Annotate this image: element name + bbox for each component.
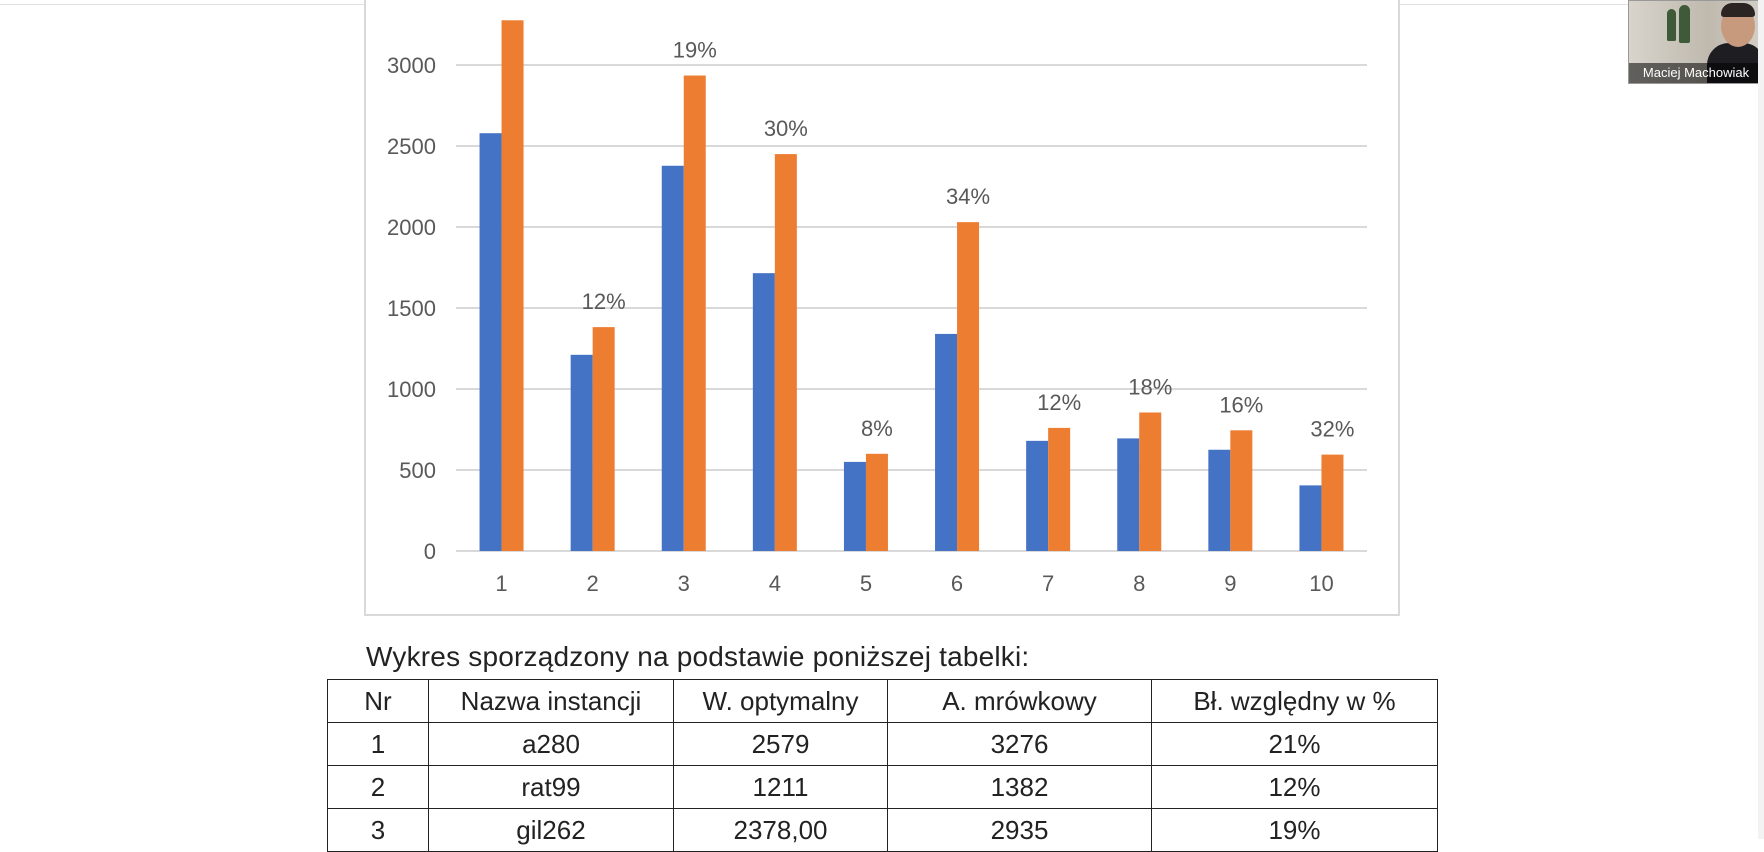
bar-series-1 [1117, 438, 1140, 551]
bar-series-1 [752, 273, 775, 551]
data-label: 30% [764, 116, 808, 141]
x-tick-label: 10 [1309, 571, 1333, 596]
x-tick-label: 2 [587, 571, 599, 596]
bar-series-1 [1299, 485, 1322, 551]
bar-series-1 [661, 165, 684, 551]
x-tick-label: 8 [1133, 571, 1145, 596]
bar-series-1 [935, 333, 958, 551]
table-row: 3 gil262 2378,00 2935 19% [327, 808, 1438, 852]
data-label: 32% [1310, 417, 1354, 442]
y-tick-label: 0 [424, 539, 436, 564]
header-optimal-value: W. optymalny [673, 679, 888, 723]
cell-ant-value: 3276 [887, 722, 1152, 766]
header-instance-name: Nazwa instancji [428, 679, 674, 723]
bar-series-2 [1230, 430, 1253, 551]
x-tick-label: 3 [678, 571, 690, 596]
cell-nr: 3 [327, 808, 429, 852]
participant-video-tile[interactable]: Maciej Machowiak [1628, 0, 1764, 84]
y-tick-label: 1500 [387, 296, 436, 321]
x-tick-label: 7 [1042, 571, 1054, 596]
y-tick-label: 500 [399, 458, 436, 483]
bottle-icon [1679, 5, 1690, 43]
participant-hair [1721, 3, 1755, 17]
y-tick-label: 2500 [387, 134, 436, 159]
cell-optimal-value: 1211 [673, 765, 888, 809]
table-row: 2 rat99 1211 1382 12% [327, 765, 1438, 809]
cell-ant-value: 1382 [887, 765, 1152, 809]
cell-relative-error: 21% [1151, 722, 1438, 766]
cell-relative-error: 19% [1151, 808, 1438, 852]
x-tick-label: 5 [860, 571, 872, 596]
data-label: 8% [861, 416, 893, 441]
y-tick-label: 2000 [387, 215, 436, 240]
data-label: 34% [946, 184, 990, 209]
bar-series-2 [1321, 454, 1344, 551]
data-label: 12% [1037, 390, 1081, 415]
bar-series-2 [1139, 412, 1162, 551]
cell-ant-value: 2935 [887, 808, 1152, 852]
cell-instance-name: gil262 [428, 808, 674, 852]
bar-series-2 [683, 75, 706, 551]
header-relative-error: Bł. względny w % [1151, 679, 1438, 723]
bar-series-1 [479, 133, 502, 551]
bar-series-2 [1048, 427, 1071, 551]
bar-series-1 [1026, 440, 1049, 551]
bar-chart: 0 500 1000 1500 2000 2500 3000 1 12% 2 19% 3 30% 4 8% 5… [387, 20, 1367, 596]
table-row: 1 a280 2579 3276 21% [327, 722, 1438, 766]
header-nr: Nr [327, 679, 429, 723]
data-label: 19% [673, 38, 717, 63]
y-tick-label: 3000 [387, 53, 436, 78]
bar-series-1 [570, 354, 593, 551]
bar-series-2 [774, 154, 797, 551]
cell-optimal-value: 2579 [673, 722, 888, 766]
bar-series-2 [592, 327, 615, 551]
cell-nr: 1 [327, 722, 429, 766]
y-tick-label: 1000 [387, 377, 436, 402]
bar-series-2 [957, 222, 980, 551]
bar-series-2 [865, 453, 888, 551]
x-tick-label: 6 [951, 571, 963, 596]
cell-relative-error: 12% [1151, 765, 1438, 809]
x-tick-label: 4 [769, 571, 781, 596]
results-table: Nr Nazwa instancji W. optymalny A. mrówk… [327, 679, 1438, 852]
bar-series-2 [501, 20, 524, 551]
chart-caption: Wykres sporządzony na podstawie poniższe… [366, 641, 1030, 672]
bar-series-1 [1208, 449, 1231, 551]
data-label: 12% [582, 289, 626, 314]
cell-instance-name: a280 [428, 722, 674, 766]
data-label: 18% [1128, 374, 1172, 399]
cell-optimal-value: 2378,00 [673, 808, 888, 852]
participant-name: Maciej Machowiak [1629, 63, 1763, 83]
header-ant-algorithm: A. mrówkowy [887, 679, 1152, 723]
bottle-icon [1667, 9, 1676, 41]
cell-instance-name: rat99 [428, 765, 674, 809]
scrollbar[interactable] [1758, 0, 1764, 839]
cell-nr: 2 [327, 765, 429, 809]
table-header-row: Nr Nazwa instancji W. optymalny A. mrówk… [327, 679, 1438, 723]
x-tick-label: 9 [1224, 571, 1236, 596]
data-label: 16% [1219, 392, 1263, 417]
x-tick-label: 1 [495, 571, 507, 596]
bar-series-1 [843, 461, 866, 551]
